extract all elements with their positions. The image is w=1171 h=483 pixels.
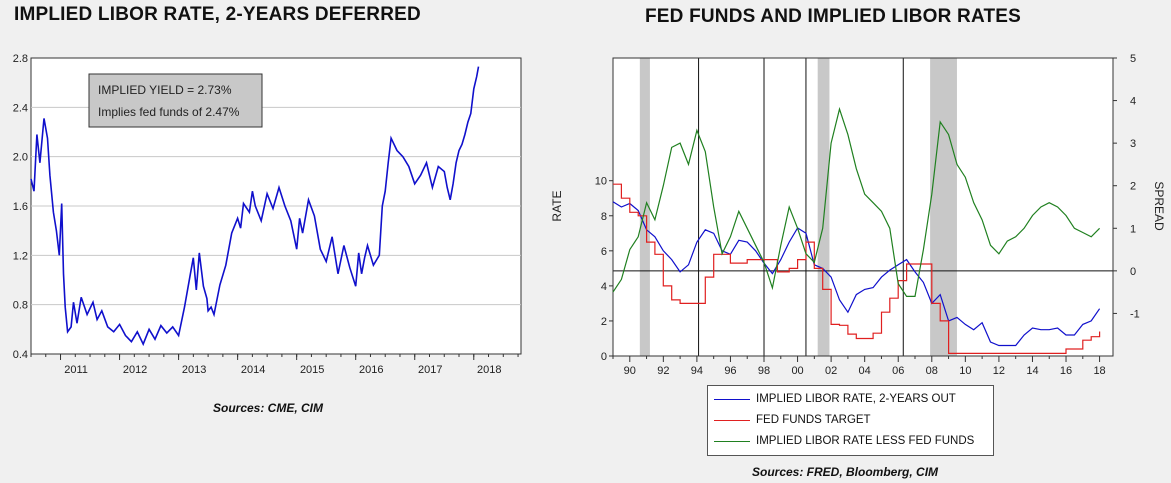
left-ytick-label: 1.2: [13, 250, 28, 262]
right-xtick-label: 06: [892, 365, 904, 377]
left-xtick-label: 2014: [241, 364, 265, 376]
right-ytick-label: 3: [1130, 138, 1136, 150]
left-annotation-line-1: IMPLIED YIELD = 2.73%: [98, 83, 232, 97]
right-chart-title: FED FUNDS AND IMPLIED LIBOR RATES: [645, 6, 1022, 27]
left-xtick-label: 2012: [123, 364, 147, 376]
left-xtick-label: 2016: [359, 364, 383, 376]
left-xtick-label: 2011: [64, 364, 88, 376]
right-xtick-label: 00: [791, 365, 803, 377]
left-ytick-label: 2.8: [13, 53, 28, 65]
recession-band: [817, 58, 830, 356]
right-fed-funds-line: [613, 183, 1101, 354]
right-xtick-label: 04: [859, 365, 871, 377]
legend-label-spread: IMPLIED LIBOR RATE LESS FED FUNDS: [756, 435, 975, 447]
right-xtick-label: 12: [993, 365, 1005, 377]
left-chart-source: Sources: CME, CIM: [213, 401, 324, 415]
right-ytick-label: 2: [1130, 181, 1136, 193]
right-xtick-label: 14: [1026, 365, 1038, 377]
left-ytick-label: 0.8: [13, 300, 28, 312]
right-left-axis-label: RATE: [550, 190, 564, 221]
legend-swatch-spread: [714, 440, 750, 442]
legend-swatch-implied: [714, 398, 750, 400]
left-ytick-label: 0.4: [13, 349, 28, 361]
legend-label-implied: IMPLIED LIBOR RATE, 2-YEARS OUT: [756, 393, 956, 405]
right-xtick-label: 18: [1093, 365, 1105, 377]
legend-label-fedfunds: FED FUNDS TARGET: [756, 414, 871, 426]
right-xtick-label: 96: [724, 365, 736, 377]
right-xtick-label: 94: [691, 365, 703, 377]
legend-entry-fedfunds: FED FUNDS TARGET: [714, 412, 871, 428]
recession-band: [930, 58, 957, 356]
left-implied-rate-line: [30, 66, 480, 347]
right-xtick-label: 16: [1060, 365, 1072, 377]
right-plot-border: [612, 57, 1114, 357]
right-ytick-label: -1: [1130, 308, 1140, 320]
right-chart-source: Sources: FRED, Bloomberg, CIM: [752, 465, 939, 479]
legend-entry-implied: IMPLIED LIBOR RATE, 2-YEARS OUT: [714, 391, 956, 407]
left-xtick-label: 2013: [182, 364, 206, 376]
right-xtick-label: 02: [825, 365, 837, 377]
recession-band: [639, 58, 650, 356]
left-xtick-label: 2018: [477, 364, 501, 376]
left-xtick-label: 2017: [418, 364, 442, 376]
right-xtick-label: 08: [926, 365, 938, 377]
right-ytick-label: 0: [1130, 266, 1136, 278]
right-ytick-label: 5: [1130, 53, 1136, 65]
left-xtick-label: 2015: [300, 364, 324, 376]
right-xtick-label: 92: [657, 365, 669, 377]
legend-entry-spread: IMPLIED LIBOR RATE LESS FED FUNDS: [714, 433, 974, 449]
left-ytick-label: 2.0: [13, 152, 28, 164]
left-ytick-label: 1.6: [13, 201, 28, 213]
right-left-ytick-label: 0: [601, 351, 607, 363]
right-xtick-label: 90: [624, 365, 636, 377]
left-ytick-label: 2.4: [13, 102, 28, 114]
right-plot-area: [613, 58, 1113, 356]
legend-swatch-fedfunds: [714, 419, 750, 421]
right-ytick-label: 4: [1130, 96, 1136, 108]
left-chart-title: IMPLIED LIBOR RATE, 2-YEARS DEFERRED: [14, 4, 421, 25]
right-left-ytick-label: 10: [595, 176, 607, 188]
left-annotation-box: [88, 73, 263, 128]
right-left-ytick-label: 4: [601, 281, 607, 293]
right-spread-line: [612, 106, 1101, 297]
right-ytick-label: 1: [1130, 223, 1136, 235]
left-annotation-line-2: Implies fed funds of 2.47%: [98, 105, 240, 119]
right-chart-legend: IMPLIED LIBOR RATE, 2-YEARS OUT FED FUND…: [707, 385, 994, 456]
right-left-ytick-label: 2: [601, 316, 607, 328]
right-left-ytick-label: 6: [601, 246, 607, 258]
right-left-ytick-label: 8: [601, 211, 607, 223]
right-xtick-label: 10: [959, 365, 971, 377]
right-xtick-label: 98: [758, 365, 770, 377]
right-implied-rate-line: [612, 201, 1101, 347]
right-right-axis-label: SPREAD: [1152, 181, 1166, 231]
